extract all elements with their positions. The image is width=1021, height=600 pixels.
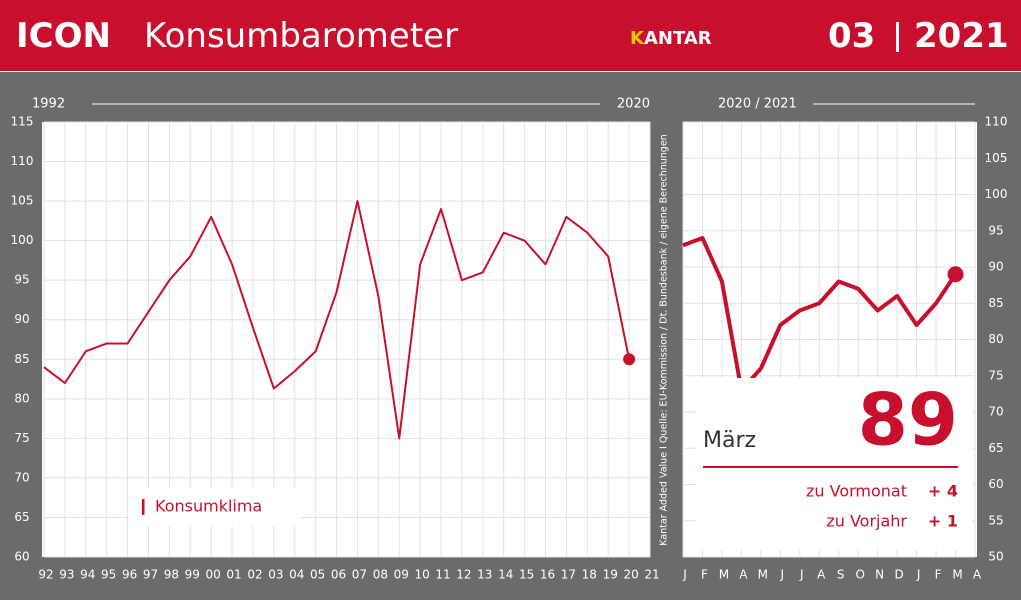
x-tick-label: 98 — [164, 568, 179, 582]
x-tick-label: 08 — [373, 568, 388, 582]
x-tick-label: M — [758, 568, 768, 582]
x-tick-label: S — [837, 568, 845, 582]
year: 2021 — [914, 16, 1009, 56]
y-tick-label: 60 — [988, 477, 1003, 491]
x-tick-label: J — [916, 568, 921, 582]
month: 03 — [828, 16, 876, 56]
legend-swatch — [142, 499, 145, 515]
series-line — [682, 236, 958, 393]
x-tick-label: 04 — [289, 568, 304, 582]
x-tick-label: 94 — [80, 568, 95, 582]
x-tick-label: 12 — [456, 568, 471, 582]
x-tick-label: N — [875, 568, 884, 582]
end-marker — [623, 353, 636, 366]
separator — [896, 22, 899, 52]
x-tick-label: 18 — [582, 568, 597, 582]
x-tick-label: F — [701, 568, 708, 582]
callout-label: März — [703, 428, 756, 453]
brand: KANTAR — [630, 28, 712, 49]
title-bold: ICON — [16, 16, 111, 56]
x-tick-label: 21 — [644, 568, 659, 582]
title: Konsumbarometer — [144, 16, 459, 56]
legend-box — [128, 488, 300, 526]
y-tick-label: 85 — [14, 352, 29, 366]
x-tick-label: A — [739, 568, 748, 582]
x-tick-label: 15 — [519, 568, 534, 582]
header: ICON Konsumbarometer KANTAR 03 2021 — [0, 0, 1021, 72]
y-tick-label: 60 — [14, 550, 29, 564]
change-label: zu Vorjahr — [826, 512, 907, 531]
y-tick-label: 75 — [14, 431, 29, 445]
x-tick-label: J — [780, 568, 785, 582]
x-tick-label: 19 — [603, 568, 618, 582]
x-tick-label: M — [952, 568, 962, 582]
end-marker — [947, 266, 964, 283]
y-tick-label: 100 — [985, 187, 1008, 201]
x-tick-label: 09 — [394, 568, 409, 582]
y-tick-label: 75 — [988, 368, 1003, 382]
x-tick-label: 17 — [561, 568, 576, 582]
x-tick-label: 11 — [435, 568, 450, 582]
x-tick-label: 02 — [247, 568, 262, 582]
x-tick-label: 01 — [226, 568, 241, 582]
change-label: zu Vormonat — [806, 482, 907, 501]
x-tick-label: D — [895, 568, 904, 582]
y-tick-label: 90 — [14, 312, 29, 326]
x-tick-label: 93 — [59, 568, 74, 582]
x-tick-label: 14 — [498, 568, 513, 582]
x-tick-label: 97 — [143, 568, 158, 582]
x-tick-label: 96 — [122, 568, 137, 582]
x-tick-label: 03 — [268, 568, 283, 582]
y-tick-label: 110 — [985, 115, 1008, 129]
callout-value: 89 — [858, 378, 958, 462]
y-tick-label: 95 — [14, 273, 29, 287]
x-tick-label: J — [799, 568, 804, 582]
y-tick-label: 65 — [988, 441, 1003, 455]
x-tick-label: 99 — [185, 568, 200, 582]
y-tick-label: 85 — [988, 296, 1003, 310]
x-tick-label: F — [935, 568, 942, 582]
y-tick-label: 105 — [985, 151, 1008, 165]
x-tick-label: 13 — [477, 568, 492, 582]
range-label: 2020 / 2021 — [718, 97, 797, 112]
x-tick-label: J — [682, 568, 687, 582]
change-value: + 1 — [928, 512, 958, 531]
y-tick-label: 65 — [14, 510, 29, 524]
x-tick-label: 16 — [540, 568, 555, 582]
x-tick-label: 92 — [38, 568, 53, 582]
callout-box — [696, 378, 972, 550]
range-label: 2020 — [617, 97, 650, 112]
x-tick-label: A — [817, 568, 826, 582]
x-tick-label: 95 — [101, 568, 116, 582]
y-tick-label: 80 — [988, 332, 1003, 346]
plot-area — [42, 122, 650, 557]
legend-label: Konsumklima — [155, 497, 262, 516]
x-tick-label: 05 — [310, 568, 325, 582]
x-tick-label: O — [855, 568, 864, 582]
x-tick-label: M — [719, 568, 729, 582]
y-tick-label: 70 — [14, 470, 29, 484]
source: Kantar Added Value I Quelle: EU-Kommissi… — [659, 134, 670, 545]
x-tick-label: 06 — [331, 568, 346, 582]
x-tick-label: A — [973, 568, 982, 582]
series-line — [43, 200, 631, 440]
y-tick-label: 110 — [11, 154, 34, 168]
y-tick-label: 100 — [11, 233, 34, 247]
y-tick-label: 80 — [14, 391, 29, 405]
x-tick-label: 20 — [623, 568, 638, 582]
y-tick-label: 105 — [11, 194, 34, 208]
y-tick-label: 90 — [988, 260, 1003, 274]
change-value: + 4 — [928, 482, 958, 501]
y-tick-label: 70 — [988, 405, 1003, 419]
y-tick-label: 55 — [988, 513, 1003, 527]
y-tick-label: 95 — [988, 223, 1003, 237]
x-tick-label: 07 — [352, 568, 367, 582]
range-label: 1992 — [32, 97, 65, 112]
y-tick-label: 115 — [11, 115, 34, 129]
x-tick-label: 10 — [414, 568, 429, 582]
y-tick-label: 50 — [988, 550, 1003, 564]
x-tick-label: 00 — [206, 568, 221, 582]
